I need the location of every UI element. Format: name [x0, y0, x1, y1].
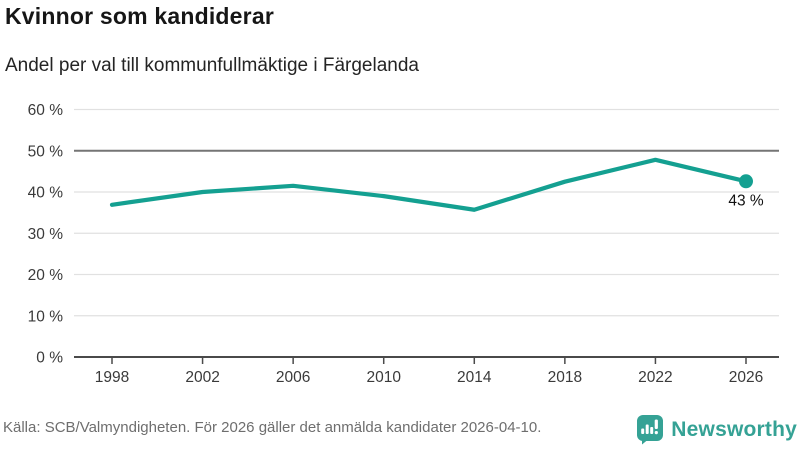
x-tick-label: 2002 [185, 369, 219, 386]
x-tick-label: 2026 [729, 369, 763, 386]
end-point-label: 43 % [728, 192, 764, 209]
data-line [109, 157, 749, 212]
x-tick-label: 1998 [95, 369, 129, 386]
source-note: Källa: SCB/Valmyndigheten. För 2026 gäll… [3, 419, 542, 436]
y-tick-label: 60 % [28, 102, 64, 119]
newsworthy-icon [637, 415, 664, 445]
y-tick-label: 40 % [28, 185, 64, 202]
y-tick-label: 10 % [28, 308, 64, 325]
x-tick-label: 2010 [366, 369, 401, 386]
x-tick-label: 2006 [276, 369, 310, 386]
chart-subtitle: Andel per val till kommunfullmäktige i F… [5, 55, 419, 76]
y-tick-label: 30 % [28, 226, 64, 243]
y-tick-label: 0 % [36, 350, 63, 367]
newsworthy-logo[interactable]: Newsworthy [636, 414, 797, 445]
y-tick-label: 20 % [28, 267, 64, 284]
x-tick-label: 2014 [457, 369, 492, 386]
x-tick-label: 2018 [548, 369, 582, 386]
page-title: Kvinnor som kandiderar [5, 3, 274, 29]
brand-name: Newsworthy [671, 417, 797, 441]
x-tick-label: 2022 [638, 369, 672, 386]
y-tick-label: 50 % [28, 143, 64, 160]
end-point-marker [739, 174, 753, 189]
